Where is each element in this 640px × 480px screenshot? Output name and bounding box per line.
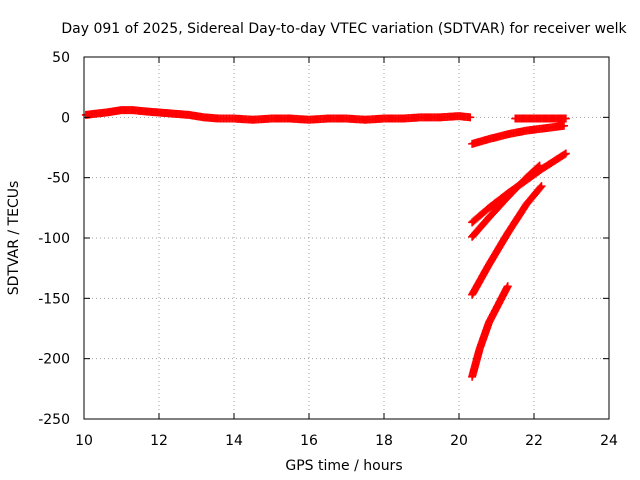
data-point xyxy=(466,113,475,122)
x-tick-label: 16 xyxy=(300,433,318,449)
chart-title: Day 091 of 2025, Sidereal Day-to-day VTE… xyxy=(61,21,627,37)
data-point xyxy=(537,182,546,191)
series-trace xyxy=(511,114,570,123)
axis-ticks: 10 12 14 16 18 20 22 24 -250 -200 -150 -100 -50 0 50 xyxy=(38,50,618,449)
x-tick-label: 14 xyxy=(225,433,243,449)
data-point xyxy=(534,162,543,171)
y-tick-label: 0 xyxy=(61,110,70,126)
data-point xyxy=(560,121,568,130)
data-point xyxy=(503,282,512,291)
series-trace xyxy=(468,121,568,148)
data-point xyxy=(561,114,570,123)
x-tick-label: 24 xyxy=(600,433,618,449)
data-series xyxy=(81,106,570,381)
x-tick-label: 12 xyxy=(150,433,168,449)
y-tick-label: -250 xyxy=(38,412,70,428)
x-axis-label: GPS time / hours xyxy=(285,458,402,474)
data-point xyxy=(561,149,570,158)
series-trace xyxy=(468,282,512,381)
x-tick-label: 20 xyxy=(450,433,468,449)
data-point xyxy=(535,161,544,170)
data-point xyxy=(536,183,545,192)
series-trace xyxy=(81,106,475,124)
x-tick-label: 10 xyxy=(75,433,93,449)
x-tick-label: 18 xyxy=(375,433,393,449)
y-tick-label: 50 xyxy=(52,50,70,66)
y-tick-label: -100 xyxy=(38,231,70,247)
y-tick-label: -150 xyxy=(38,291,70,307)
series-trace xyxy=(468,182,546,299)
y-axis-label: SDTVAR / TECUs xyxy=(6,181,22,296)
series-trace xyxy=(468,161,544,241)
x-tick-label: 22 xyxy=(525,433,543,449)
y-tick-label: -50 xyxy=(47,171,70,187)
y-tick-label: -200 xyxy=(38,352,70,368)
